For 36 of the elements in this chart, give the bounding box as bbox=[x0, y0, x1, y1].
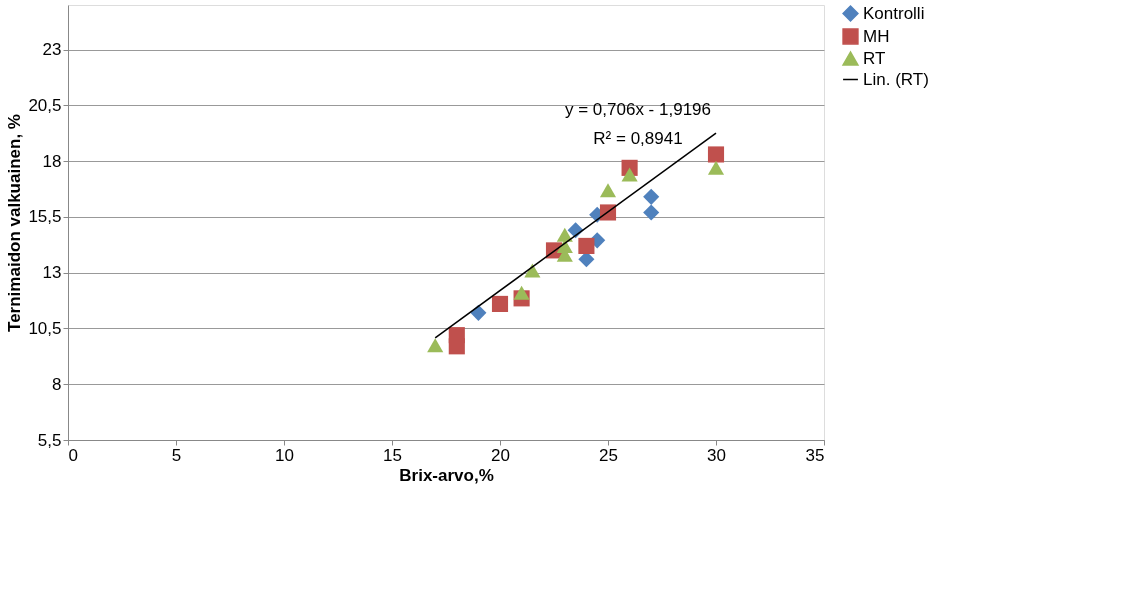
legend-label: RT bbox=[863, 48, 886, 68]
annotation: y = 0,706x - 1,9196 bbox=[564, 100, 712, 119]
legend-label: MH bbox=[863, 26, 890, 46]
point bbox=[707, 146, 725, 163]
y-tick-label: 10,5 bbox=[28, 318, 62, 338]
x-tick-label: 35 bbox=[805, 445, 825, 465]
legend-label: Lin. (RT) bbox=[863, 69, 929, 89]
x-axis-title: Brix-arvo,% bbox=[399, 465, 494, 485]
point bbox=[556, 227, 573, 242]
y-tick-label: 23 bbox=[42, 40, 62, 60]
point bbox=[491, 295, 509, 312]
x-tick-label: 20 bbox=[491, 445, 510, 465]
point bbox=[427, 338, 444, 353]
point bbox=[643, 204, 660, 221]
x-tick-label: 0 bbox=[68, 445, 78, 465]
x-tick-label: 15 bbox=[383, 445, 402, 465]
y-tick-label: 13 bbox=[42, 263, 62, 283]
x-tick-label: 30 bbox=[707, 445, 726, 465]
annotation: R² = 0,8941 bbox=[593, 129, 683, 148]
legend-label: Kontrolli bbox=[863, 3, 925, 23]
x-tick-label: 10 bbox=[275, 445, 294, 465]
point bbox=[621, 167, 638, 182]
point bbox=[599, 183, 617, 198]
y-axis-title: Ternimaidon valkuainen, % bbox=[5, 114, 25, 332]
point bbox=[578, 237, 595, 254]
y-tick-label: 18 bbox=[42, 151, 62, 171]
point bbox=[707, 160, 725, 175]
point bbox=[448, 338, 465, 355]
point bbox=[643, 188, 660, 205]
point bbox=[513, 285, 530, 300]
y-tick-label: 15,5 bbox=[28, 207, 62, 227]
y-tick-label: 8 bbox=[52, 374, 62, 394]
y-tick-label: 20,5 bbox=[28, 95, 62, 115]
y-tick-label: 5,5 bbox=[37, 430, 62, 450]
x-tick-label: 25 bbox=[599, 445, 618, 465]
x-tick-label: 5 bbox=[171, 445, 182, 465]
